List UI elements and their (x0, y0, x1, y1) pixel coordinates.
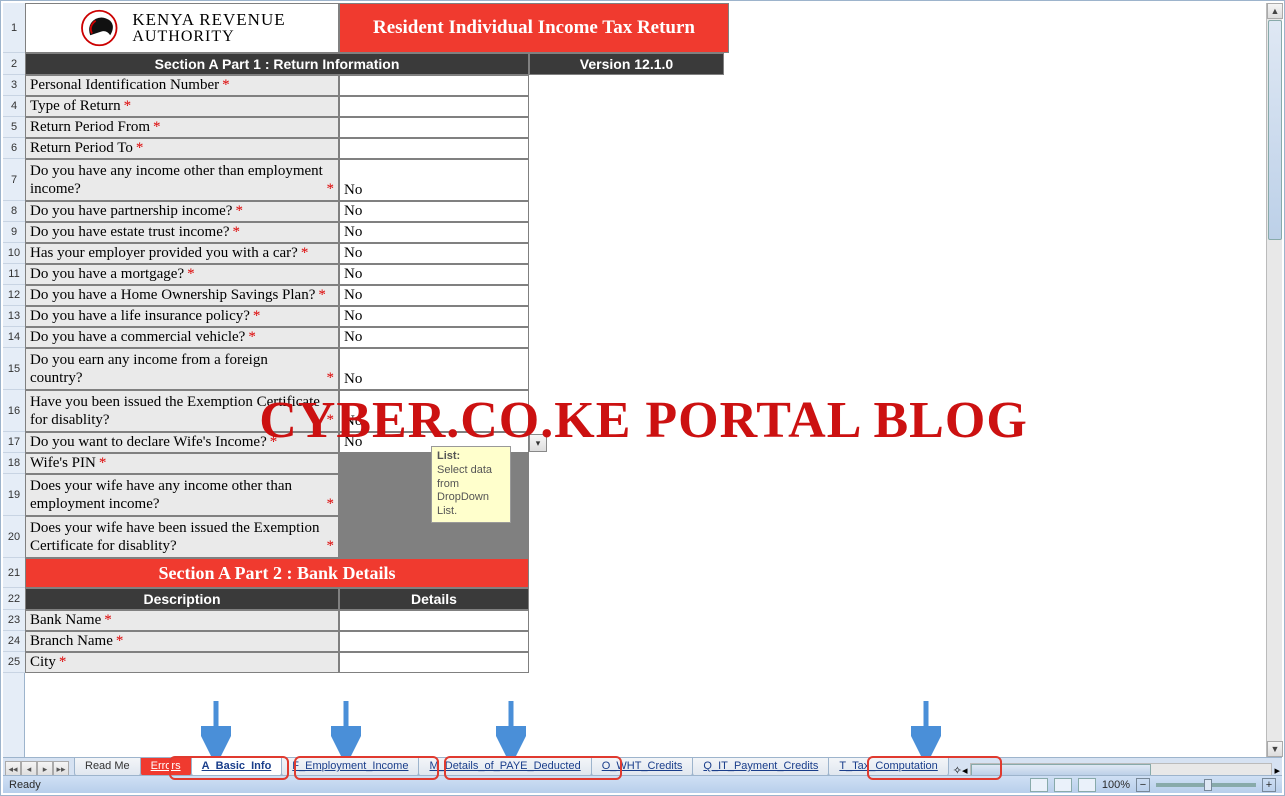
field-label: Type of Return * (25, 96, 339, 117)
field-value[interactable]: No (339, 243, 529, 264)
row-number[interactable]: 17 (3, 432, 25, 453)
kra-logo-cell: KENYA REVENUEAUTHORITY (25, 3, 339, 53)
vertical-scrollbar[interactable]: ▲ ▼ (1266, 3, 1282, 757)
field-label: Have you been issued the Exemption Certi… (25, 390, 339, 432)
row-number[interactable]: 9 (3, 222, 25, 243)
field-label: Personal Identification Number * (25, 75, 339, 96)
row-number[interactable]: 7 (3, 159, 25, 201)
field-value[interactable]: No (339, 201, 529, 222)
field-label: Do you have estate trust income? * (25, 222, 339, 243)
zoom-in-button[interactable]: + (1262, 778, 1276, 792)
bank-field-label: City * (25, 652, 339, 673)
field-label: Return Period To * (25, 138, 339, 159)
row-number[interactable]: 12 (3, 285, 25, 306)
zoom-slider-knob[interactable] (1204, 779, 1212, 791)
row-number[interactable]: 21 (3, 558, 25, 588)
row-number[interactable]: 3 (3, 75, 25, 96)
field-label: Does your wife have any income other tha… (25, 474, 339, 516)
cell-grid: KENYA REVENUEAUTHORITYResident Individua… (25, 3, 1266, 757)
view-normal-button[interactable] (1030, 778, 1048, 792)
status-text: Ready (9, 779, 41, 791)
row-number[interactable]: 19 (3, 474, 25, 516)
row-number[interactable]: 16 (3, 390, 25, 432)
field-label: Do you have any income other than employ… (25, 159, 339, 201)
field-value[interactable]: No (339, 159, 529, 201)
field-value[interactable]: No (339, 222, 529, 243)
section-a1-header: Section A Part 1 : Return Information (25, 53, 529, 75)
row-number[interactable]: 22 (3, 588, 25, 610)
row-number[interactable]: 10 (3, 243, 25, 264)
row-number[interactable]: 15 (3, 348, 25, 390)
bank-field-value[interactable] (339, 631, 529, 652)
field-value[interactable]: No (339, 306, 529, 327)
field-value[interactable]: No (339, 348, 529, 390)
scroll-up-button[interactable]: ▲ (1267, 3, 1283, 19)
field-value[interactable] (339, 75, 529, 96)
scroll-down-button[interactable]: ▼ (1267, 741, 1283, 757)
row-number[interactable]: 2 (3, 53, 25, 75)
details-header: Details (339, 588, 529, 610)
row-number[interactable]: 6 (3, 138, 25, 159)
sheet-tab-strip: ◂◂ ◂ ▸ ▸▸ Read MeErrorsA_Basic_InfoF_Emp… (3, 757, 1282, 777)
field-value[interactable]: No (339, 285, 529, 306)
row-number[interactable]: 8 (3, 201, 25, 222)
field-value[interactable] (339, 117, 529, 138)
row-number[interactable]: 18 (3, 453, 25, 474)
field-label: Do you have partnership income? * (25, 201, 339, 222)
field-value[interactable]: No (339, 327, 529, 348)
row-number[interactable]: 1 (3, 3, 25, 53)
row-number[interactable]: 24 (3, 631, 25, 652)
bank-field-label: Bank Name * (25, 610, 339, 631)
row-number[interactable]: 20 (3, 516, 25, 558)
row-number[interactable]: 14 (3, 327, 25, 348)
validation-tooltip: List:Select data from DropDown List. (431, 446, 511, 523)
dropdown-button[interactable]: ▾ (529, 434, 547, 452)
bank-field-value[interactable] (339, 610, 529, 631)
row-header-gutter: 1234567891011121314151617181920212223242… (3, 3, 25, 757)
field-value[interactable]: No (339, 390, 529, 432)
form-title: Resident Individual Income Tax Return (339, 3, 729, 53)
field-label: Return Period From * (25, 117, 339, 138)
scroll-thumb[interactable] (1268, 20, 1282, 240)
field-label: Has your employer provided you with a ca… (25, 243, 339, 264)
field-value[interactable] (339, 138, 529, 159)
row-number[interactable]: 23 (3, 610, 25, 631)
field-label: Do you earn any income from a foreign co… (25, 348, 339, 390)
section-a2-header: Section A Part 2 : Bank Details (25, 558, 529, 588)
row-number[interactable]: 25 (3, 652, 25, 673)
row-number[interactable]: 4 (3, 96, 25, 117)
field-label: Do you have a commercial vehicle? * (25, 327, 339, 348)
field-value[interactable]: No (339, 264, 529, 285)
zoom-out-button[interactable]: − (1136, 778, 1150, 792)
row-number[interactable]: 13 (3, 306, 25, 327)
bank-field-value[interactable] (339, 652, 529, 673)
field-value[interactable] (339, 96, 529, 117)
zoom-label: 100% (1102, 779, 1130, 791)
status-bar: Ready 100% − + (3, 775, 1282, 793)
worksheet-area: 1234567891011121314151617181920212223242… (3, 3, 1266, 757)
field-label: Do you have a life insurance policy? * (25, 306, 339, 327)
field-label: Do you want to declare Wife's Income? * (25, 432, 339, 453)
row-number[interactable]: 5 (3, 117, 25, 138)
row-number[interactable]: 11 (3, 264, 25, 285)
field-label: Do you have a mortgage? * (25, 264, 339, 285)
description-header: Description (25, 588, 339, 610)
bank-field-label: Branch Name * (25, 631, 339, 652)
view-page-break-button[interactable] (1078, 778, 1096, 792)
version-header: Version 12.1.0 (529, 53, 724, 75)
zoom-slider[interactable] (1156, 783, 1256, 787)
field-label: Do you have a Home Ownership Savings Pla… (25, 285, 339, 306)
field-label: Does your wife have been issued the Exem… (25, 516, 339, 558)
field-label: Wife's PIN * (25, 453, 339, 474)
excel-window: 1234567891011121314151617181920212223242… (0, 0, 1285, 796)
kra-lion-icon (78, 8, 126, 48)
view-page-layout-button[interactable] (1054, 778, 1072, 792)
